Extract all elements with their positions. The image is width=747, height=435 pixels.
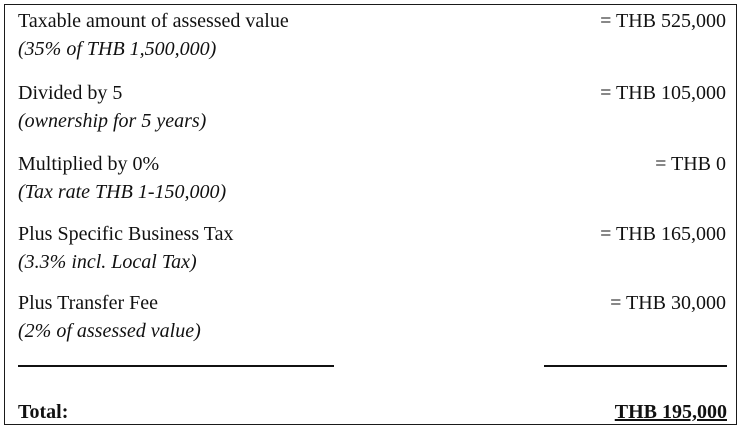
total-amount: THB 195,000: [614, 401, 727, 423]
row-label: Plus Specific Business Tax: [18, 223, 234, 245]
row-note: (ownership for 5 years): [18, 110, 207, 132]
row-label: Taxable amount of assessed value: [18, 10, 289, 32]
right-divider-rule: [544, 365, 727, 367]
row-amount: = THB 105,000: [600, 82, 726, 104]
row-note: (3.3% incl. Local Tax): [18, 251, 197, 273]
row-amount: = THB 165,000: [600, 223, 726, 245]
row-label: Divided by 5: [18, 82, 123, 104]
row-label: Multiplied by 0%: [18, 153, 160, 175]
row-amount: = THB 0: [655, 153, 726, 175]
row-amount: = THB 30,000: [610, 292, 726, 314]
row-label: Plus Transfer Fee: [18, 292, 159, 314]
row-amount: = THB 525,000: [600, 10, 726, 32]
left-divider-rule: [18, 365, 334, 367]
calculation-box: [4, 4, 737, 425]
row-note: (Tax rate THB 1-150,000): [18, 181, 227, 203]
row-note: (2% of assessed value): [18, 320, 201, 342]
row-note: (35% of THB 1,500,000): [18, 38, 217, 60]
total-label: Total:: [18, 401, 69, 423]
